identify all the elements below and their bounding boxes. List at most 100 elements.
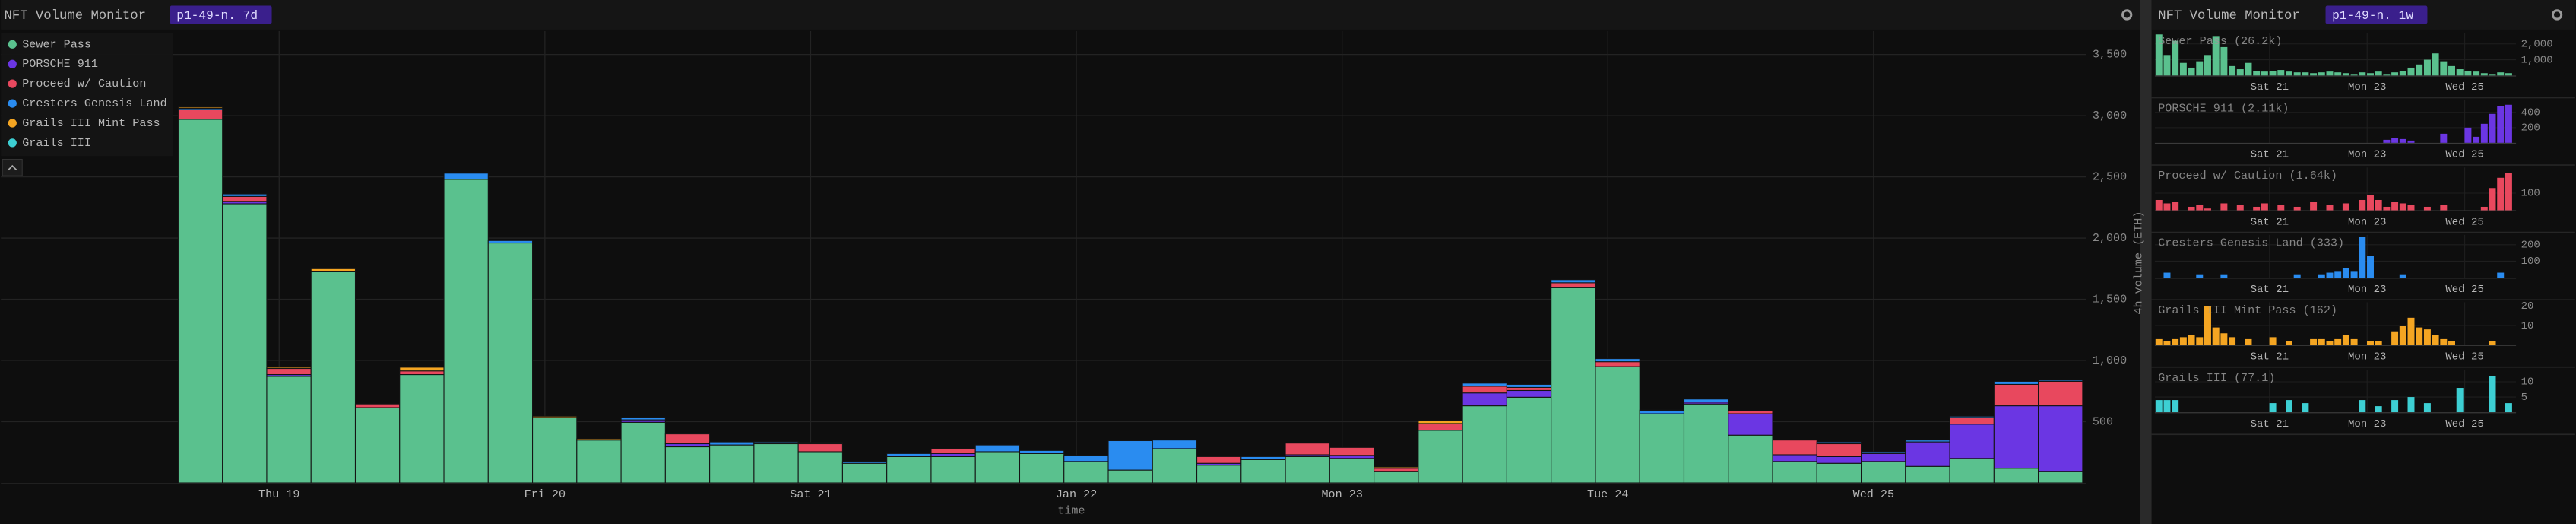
x-tick-label: Mon 23 xyxy=(2348,418,2386,430)
bar xyxy=(2350,271,2358,278)
bar xyxy=(2229,65,2236,76)
range-badge[interactable] xyxy=(170,5,272,24)
bar-segment xyxy=(974,451,1021,484)
bar-segment xyxy=(1861,453,1906,462)
y-tick-label: 1,000 xyxy=(2093,354,2127,367)
x-tick-label: Tue 24 xyxy=(1587,487,1628,501)
legend: Sewer Pass PORSCHΞ 911 Proceed w/ Caution C… xyxy=(1,33,173,157)
legend-swatch xyxy=(8,99,17,108)
bar xyxy=(2505,104,2512,143)
bar xyxy=(2383,74,2391,76)
y-tick-label: 3,000 xyxy=(2093,109,2127,122)
bar-segment xyxy=(1506,389,1552,398)
collapse-legend[interactable] xyxy=(2,158,23,176)
bar-segment xyxy=(1285,443,1330,456)
side-settings-icon[interactable] xyxy=(2551,9,2563,21)
bar xyxy=(2326,71,2334,76)
bar xyxy=(2277,205,2285,211)
bar-segment xyxy=(620,417,666,421)
bar xyxy=(2342,203,2349,211)
bar-segment xyxy=(1152,448,1198,484)
bar xyxy=(2432,335,2439,345)
legend-swatch xyxy=(8,119,17,128)
x-tick-label: Wed 25 xyxy=(2445,216,2483,228)
y-tick-label: 20 xyxy=(2521,300,2534,313)
bar-segment xyxy=(310,270,356,484)
bar xyxy=(2375,199,2382,211)
splitter[interactable] xyxy=(2140,0,2152,524)
bar xyxy=(2489,375,2496,413)
bar-segment xyxy=(399,374,445,484)
bar-segment xyxy=(1816,441,1862,445)
bar-segment xyxy=(664,446,711,484)
bar-segment xyxy=(1993,468,2039,484)
bar xyxy=(2359,400,2366,413)
gear[interactable] xyxy=(2551,9,2563,21)
bar xyxy=(2497,72,2505,76)
bar-segment xyxy=(664,433,711,445)
bar xyxy=(2155,199,2163,211)
bar-segment xyxy=(1063,455,1109,462)
legend-swatch xyxy=(8,79,17,88)
bar xyxy=(2188,67,2195,76)
side-range-badge-text[interactable]: p1-49-n. 1w xyxy=(2332,9,2413,23)
bar-segment xyxy=(1772,454,1817,462)
bar xyxy=(2253,206,2261,211)
x-tick-label: Sat 21 xyxy=(2251,81,2289,94)
legend-label: Proceed w/ Caution xyxy=(22,77,146,91)
bar-segment xyxy=(709,444,755,484)
bar-segment xyxy=(753,440,799,443)
bar xyxy=(2383,206,2391,211)
gear[interactable] xyxy=(2121,9,2133,21)
chevron[interactable] xyxy=(8,164,17,171)
bar-segment xyxy=(177,106,223,109)
bar-segment xyxy=(1329,446,1375,456)
bar xyxy=(2236,69,2244,76)
bar xyxy=(2285,341,2292,345)
bar xyxy=(2464,127,2472,143)
bar-segment xyxy=(1728,434,1773,484)
bar xyxy=(2220,274,2228,278)
collapse-button[interactable] xyxy=(2,158,23,176)
side-range-badge[interactable] xyxy=(2325,5,2428,24)
bar-segment xyxy=(797,451,843,484)
y-tick-label: 10 xyxy=(2521,376,2534,389)
bar-segment xyxy=(1728,413,1773,436)
x-tick-label: Jan 22 xyxy=(1056,487,1097,501)
bar-segment xyxy=(1551,282,1596,288)
bar-segment xyxy=(1949,424,1995,459)
y-tick-label: 1,500 xyxy=(2093,293,2127,306)
legend-label: Cresters Genesis Land xyxy=(22,97,166,110)
bar xyxy=(2359,237,2366,278)
bar xyxy=(2310,338,2318,345)
range-badge-text[interactable]: p1-49-n. 7d xyxy=(176,9,258,23)
bar-segment xyxy=(1329,455,1375,459)
bar xyxy=(2318,338,2325,345)
bar xyxy=(2399,138,2406,143)
bar xyxy=(2432,53,2439,76)
bar-segment xyxy=(1019,453,1065,484)
bar xyxy=(2220,333,2228,345)
bar xyxy=(2188,335,2195,345)
bar xyxy=(2367,341,2374,345)
bar-segment xyxy=(1551,279,1596,284)
bar-segment xyxy=(399,370,445,376)
bar xyxy=(2359,72,2366,76)
bar xyxy=(2293,274,2301,278)
x-tick-label: Mon 23 xyxy=(1321,487,1362,501)
bar xyxy=(2416,327,2423,345)
settings-icon[interactable] xyxy=(2121,9,2133,21)
bar-segment xyxy=(1772,461,1817,484)
bar-segment xyxy=(177,119,223,484)
bar xyxy=(2464,71,2472,76)
bar-segment xyxy=(1506,383,1552,388)
bar xyxy=(2318,72,2325,76)
bar-segment xyxy=(709,441,755,446)
x-tick-label: Sat 21 xyxy=(2251,216,2289,228)
bar xyxy=(2342,268,2349,278)
bar-segment xyxy=(443,179,489,484)
x-tick-label: Sat 21 xyxy=(2251,351,2289,363)
bar xyxy=(2473,136,2480,143)
panel-title: Cresters Genesis Land (333) xyxy=(2158,237,2344,250)
bar xyxy=(2212,36,2220,76)
